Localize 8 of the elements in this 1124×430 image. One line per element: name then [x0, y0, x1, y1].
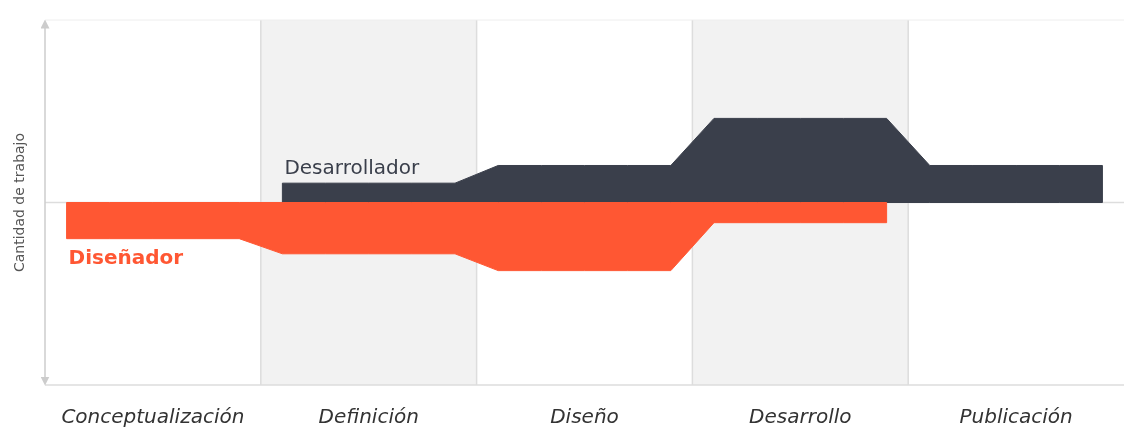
series-label: Desarrollador	[284, 155, 420, 180]
y-axis-title: Cantidad de trabajo	[11, 132, 27, 273]
x-tick-label: Desarrollo	[749, 404, 852, 428]
x-tick-label: Diseño	[550, 404, 619, 428]
x-tick-label: Definición	[318, 404, 419, 428]
x-tick-label: Conceptualización	[61, 404, 245, 428]
series-label: Diseñador	[68, 244, 184, 269]
x-tick-label: Publicación	[959, 404, 1073, 428]
